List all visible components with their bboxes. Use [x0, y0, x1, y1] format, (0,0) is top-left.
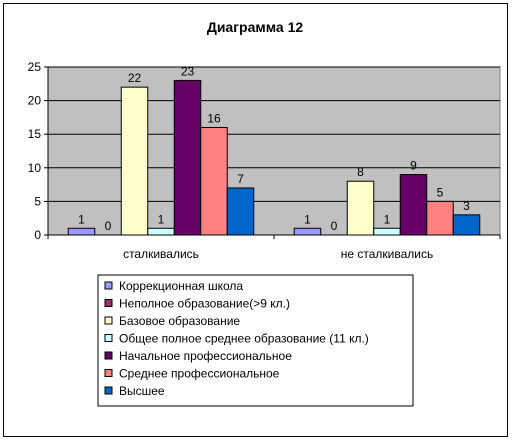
- bar: [173, 79, 202, 236]
- bar: [426, 200, 454, 236]
- data-label: 1: [304, 212, 311, 226]
- y-tick-label: 20: [28, 94, 42, 108]
- legend-entry: Коррекционная школа: [119, 279, 243, 293]
- legend-swatch: [104, 316, 113, 325]
- legend-box: [97, 274, 414, 407]
- legend-entry: Высшее: [119, 384, 165, 398]
- bar: [293, 227, 322, 236]
- bar: [67, 227, 96, 236]
- y-tick-label: 25: [28, 60, 42, 74]
- data-label: 23: [181, 64, 195, 78]
- data-label: 1: [384, 212, 391, 226]
- legend-swatch: [104, 351, 113, 360]
- data-label: 1: [158, 212, 165, 226]
- data-label: 16: [207, 111, 221, 125]
- x-category-label: не сталкивались: [341, 247, 434, 261]
- data-label: 22: [128, 71, 142, 85]
- data-label: 8: [357, 165, 364, 179]
- legend-swatch: [104, 386, 113, 395]
- legend-swatch: [104, 334, 113, 342]
- y-tick-label: 15: [28, 127, 42, 141]
- data-label: 7: [237, 172, 244, 186]
- bar: [120, 86, 149, 236]
- legend-swatch: [104, 369, 113, 377]
- chart-frame: Диаграмма 12 1 0 22 1 23 16 7 1 0 8 1 9 5 3 0 5 10 15 20 2…: [3, 3, 508, 437]
- chart-title: Диаграмма 12: [207, 19, 304, 35]
- bar: [452, 214, 481, 236]
- data-labels: 1 0 22 1 23 16 7 1 0 8 1 9 5 3: [78, 64, 470, 233]
- legend-entry: Базовое образование: [119, 314, 240, 328]
- data-label: 5: [437, 185, 444, 199]
- legend-entry: Среднее профессиональное: [119, 367, 280, 381]
- data-label: 0: [105, 219, 112, 233]
- bar: [373, 227, 401, 236]
- data-label: 1: [78, 212, 85, 226]
- legend-entry: Неполное образование(>9 кл.): [119, 297, 290, 311]
- x-category-label: сталкивались: [123, 247, 199, 261]
- y-tick-label: 0: [34, 228, 41, 242]
- bar: [346, 180, 375, 236]
- legend-entry: Начальное профессиональное: [119, 349, 292, 363]
- y-tick-label: 10: [28, 161, 42, 175]
- data-label: 0: [331, 219, 338, 233]
- bar: [226, 187, 255, 236]
- bar: [399, 174, 428, 236]
- y-axis: 0 5 10 15 20 25: [28, 60, 49, 242]
- data-label: 9: [410, 159, 417, 173]
- bars: [67, 79, 481, 236]
- x-axis: сталкивались не сталкивались: [47, 234, 501, 261]
- bar: [147, 227, 175, 236]
- legend: Коррекционная школа Неполное образование(…: [104, 279, 369, 398]
- bar: [200, 126, 228, 236]
- legend-swatch: [104, 299, 113, 307]
- legend-swatch: [104, 281, 113, 290]
- y-tick-label: 5: [34, 194, 41, 208]
- data-label: 3: [463, 199, 470, 213]
- legend-entry: Общее полное среднее образование (11 кл.…: [119, 332, 369, 346]
